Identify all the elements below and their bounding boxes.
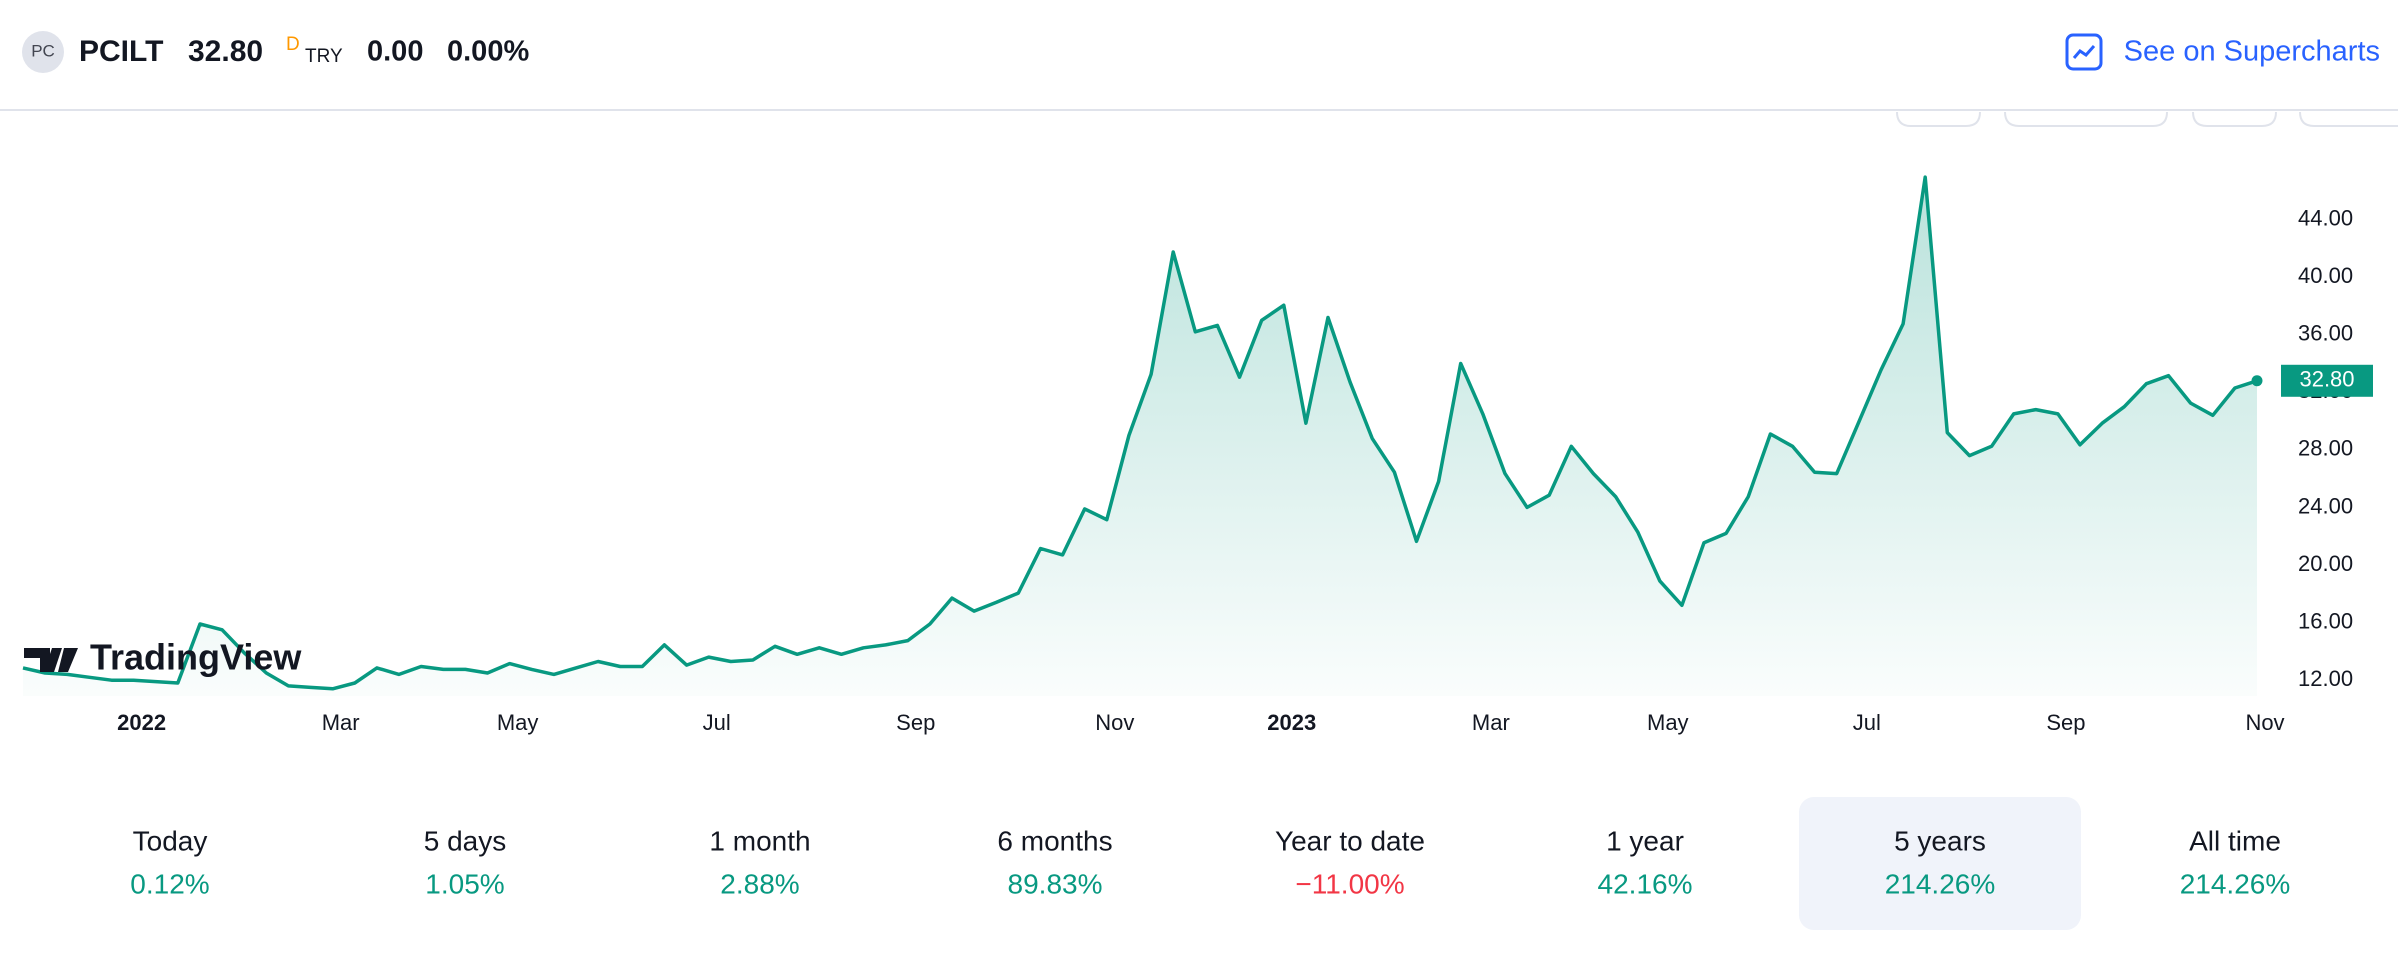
logo-text: PC <box>31 41 55 60</box>
period-label[interactable]: 5 years <box>1894 825 1986 856</box>
period-value: 42.16% <box>1598 868 1693 899</box>
price-badge-label: 32.80 <box>2299 367 2354 392</box>
link-icon-line <box>2072 45 2096 59</box>
periods: Today 0.12% 5 days 1.05% 1 month 2.88% 6 month… <box>130 797 2290 930</box>
price-badge <box>2281 364 2373 397</box>
period-value: 2.88% <box>720 868 799 899</box>
period-value: 0.12% <box>130 868 209 899</box>
period-value: 89.83% <box>1008 868 1103 899</box>
logo <box>22 31 64 73</box>
period-label[interactable]: Year to date <box>1275 825 1425 856</box>
period-label[interactable]: 5 days <box>424 825 507 856</box>
x-tick-label: Jul <box>703 710 731 735</box>
tab-stub[interactable] <box>2299 111 2398 127</box>
period-value: 1.05% <box>425 868 504 899</box>
y-tick-label: 40.00 <box>2298 263 2353 288</box>
x-tick-label: Sep <box>2046 710 2085 735</box>
link-icon[interactable] <box>2065 33 2103 71</box>
change-percent: 0.00% <box>447 36 529 68</box>
x-tick-label: Nov <box>2245 710 2284 735</box>
period-label[interactable]: 1 year <box>1606 825 1684 856</box>
x-tick-label: Jul <box>1853 710 1881 735</box>
watermark: TradingView <box>24 637 302 678</box>
x-tick-label: Mar <box>1472 710 1510 735</box>
x-tick-label: Sep <box>896 710 935 735</box>
y-tick-label: 20.00 <box>2298 551 2353 576</box>
price: 32.80 <box>188 35 263 68</box>
x-tick-label: Mar <box>322 710 360 735</box>
price-line <box>22 175 2258 691</box>
period-label[interactable]: 1 month <box>709 825 810 856</box>
period-label[interactable]: All time <box>2189 825 2281 856</box>
period-label[interactable]: Today <box>133 825 208 856</box>
x-tick-label: 2023 <box>1267 710 1316 735</box>
y-tick-label: 36.00 <box>2298 321 2353 346</box>
chart: 12.0016.0020.0024.0028.0032.0036.0040.00… <box>22 175 2373 735</box>
tab-stubs <box>1896 111 2398 127</box>
period-value: −11.00% <box>1295 868 1404 899</box>
x-tick-label: May <box>1647 710 1689 735</box>
period-label[interactable]: 6 months <box>997 825 1112 856</box>
supercharts-link[interactable]: See on Supercharts <box>2124 36 2380 68</box>
period-value: 214.26% <box>2180 868 2291 899</box>
x-tick-label: May <box>497 710 539 735</box>
currency: TRY <box>305 46 343 67</box>
x-tick-label: Nov <box>1095 710 1134 735</box>
y-tick-label: 44.00 <box>2298 205 2353 230</box>
area-fill <box>23 177 2257 697</box>
y-tick-label: 16.00 <box>2298 608 2353 633</box>
x-tick-label: 2022 <box>117 710 166 735</box>
tab-stub[interactable] <box>1896 111 1981 127</box>
period-highlight <box>1799 797 2081 930</box>
y-tick-label: 28.00 <box>2298 436 2353 461</box>
flag: D <box>286 34 300 55</box>
period-value: 214.26% <box>1885 868 1996 899</box>
last-point <box>2251 375 2263 387</box>
y-tick-label: 12.00 <box>2298 666 2353 691</box>
watermark-icon <box>24 648 78 672</box>
tab-stub[interactable] <box>2192 111 2277 127</box>
y-tick-label: 24.00 <box>2298 493 2353 518</box>
change: 0.00 <box>367 36 423 68</box>
tab-stub[interactable] <box>2004 111 2168 127</box>
watermark-text: TradingView <box>90 637 302 678</box>
header: PC PCILT 32.80 D TRY 0.00 0.00% See on S… <box>0 31 2398 111</box>
symbol: PCILT <box>79 35 163 68</box>
